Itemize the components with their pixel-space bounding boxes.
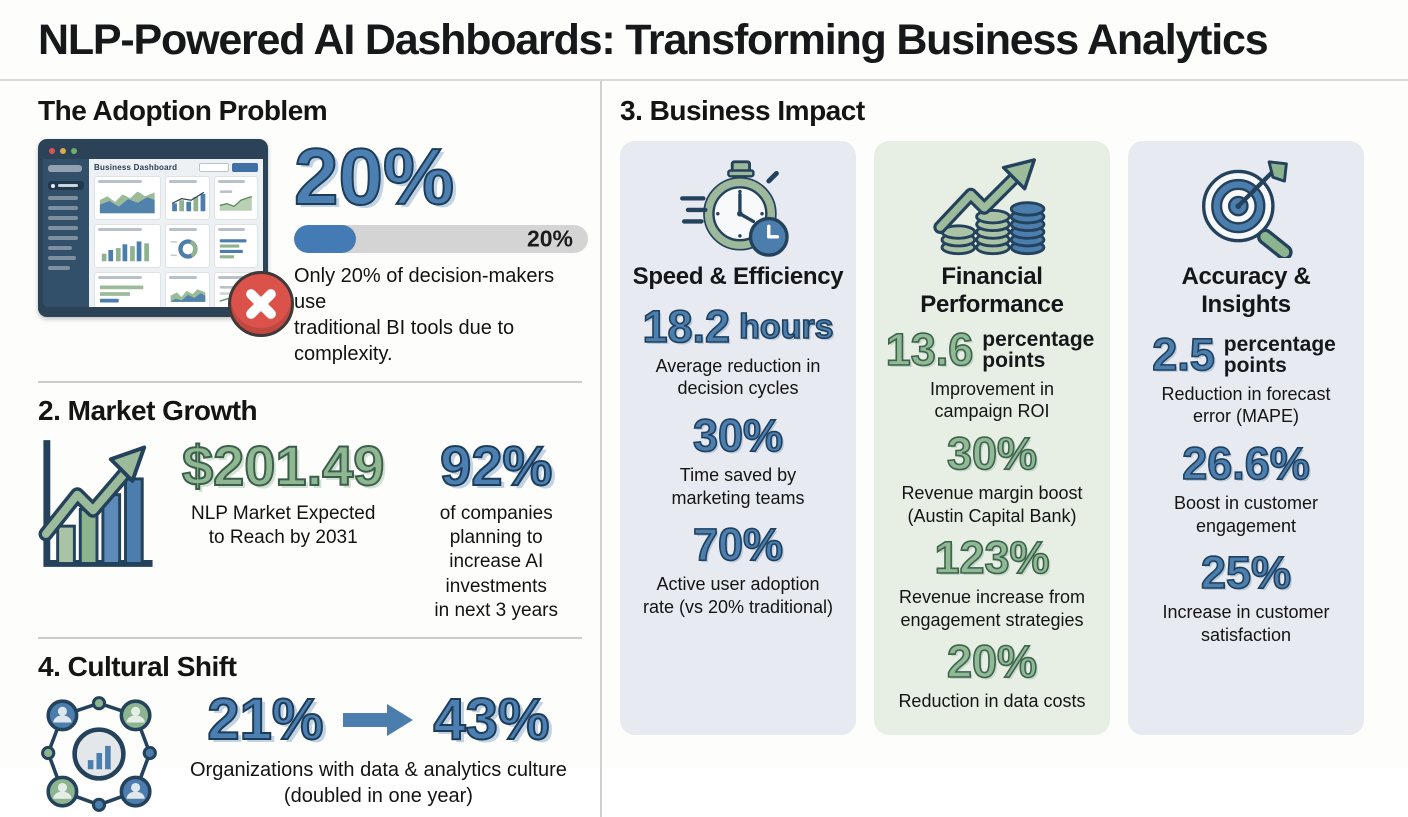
close-dot-icon — [49, 148, 55, 154]
market-label-1: NLP Market Expected to Reach by 2031 — [190, 502, 376, 549]
stat-revenue-increase: 123% Revenue increase from engagement st… — [898, 532, 1086, 630]
mockup-primary-button — [232, 163, 258, 172]
market-label-2: of companies planning to increase AI inv… — [434, 502, 558, 622]
coin-stack-small — [940, 224, 977, 256]
card-speed-efficiency: Speed & Efficiency 18.2 hours Average re… — [620, 141, 856, 735]
market-value-2: 92% — [439, 434, 553, 497]
growth-chart-icon — [38, 440, 153, 567]
card-title: Financial Performance — [920, 263, 1064, 318]
mockup-area-chart — [94, 176, 161, 220]
progress-label: 20% — [526, 225, 573, 252]
mockup-window-title: Business Dashboard — [94, 163, 178, 172]
window-traffic-lights — [43, 144, 263, 159]
stat-customer-satisfaction: 25% Increase in customer satisfaction — [1162, 547, 1330, 645]
adoption-heading: The Adoption Problem — [38, 95, 328, 126]
card-financial-performance: Financial Performance 13.6 percentage po… — [874, 141, 1110, 735]
cultural-heading: 4. Cultural Shift — [38, 651, 237, 683]
section-cultural-shift: 4. Cultural Shift — [38, 651, 582, 817]
mockup-hbar-list — [214, 224, 258, 268]
card-accuracy-insights: Accuracy & Insights 2.5 percentage point… — [1128, 141, 1364, 735]
person-node-top-right — [119, 699, 152, 732]
stat-customer-engagement: 26.6% Boost in customer engagement — [1173, 438, 1319, 536]
market-stat-1: $201.49 NLP Market Expected to Reach by … — [181, 434, 385, 550]
page-header: NLP-Powered AI Dashboards: Transforming … — [0, 0, 1408, 81]
cultural-caption: Organizations with data & analytics cult… — [190, 759, 567, 808]
mockup-logo — [48, 165, 82, 172]
page-title: NLP-Powered AI Dashboards: Transforming … — [38, 16, 1269, 64]
right-arrow-icon — [343, 704, 414, 737]
mockup-bar-line-chart — [164, 176, 211, 220]
mockup-nav-active — [48, 181, 84, 190]
person-node-bottom-left — [46, 775, 79, 808]
stat-data-costs: 20% Reduction in data costs — [898, 636, 1086, 712]
stat-adoption-rate: 70% Active user adoption rate (vs 20% tr… — [642, 519, 834, 617]
person-node-top-left — [46, 699, 79, 732]
stat-forecast-error: 2.5 percentage points Reduction in forec… — [1151, 329, 1336, 427]
coin-stack-medium — [975, 208, 1011, 256]
market-heading: 2. Market Growth — [38, 395, 258, 426]
progress-fill — [294, 225, 356, 253]
mockup-window: Business Dashboard — [38, 139, 268, 317]
adoption-caption: Only 20% of decision-makers use traditio… — [294, 265, 555, 365]
card-title: Speed & Efficiency — [632, 263, 844, 290]
section-market-growth: 2. Market Growth $201.49 NLP M — [38, 395, 582, 623]
stat-revenue-margin: 30% Revenue margin boost (Austin Capital… — [901, 428, 1083, 526]
person-node-bottom-right — [119, 775, 152, 808]
stat-campaign-roi: 13.6 percentage points Improvement in ca… — [885, 324, 1095, 422]
cultural-from-value: 21% — [206, 687, 324, 753]
cultural-to-value: 43% — [432, 687, 550, 753]
people-network-icon — [41, 696, 157, 813]
adoption-progress-bar: 20% — [294, 225, 588, 253]
error-x-icon — [228, 271, 294, 337]
left-column: The Adoption Problem — [0, 81, 600, 817]
mockup-grouped-bars — [94, 224, 161, 268]
maximize-dot-icon — [71, 148, 77, 154]
adoption-stat-20: 20% — [293, 132, 455, 221]
card-title: Accuracy & Insights — [1181, 263, 1311, 318]
minimize-dot-icon — [60, 148, 66, 154]
stopwatch-icon — [680, 160, 789, 257]
section-divider — [38, 381, 582, 383]
coins-growth-icon — [933, 158, 1046, 256]
mockup-green-hbars — [94, 272, 161, 307]
market-stat-2: 92% of companies planning to increase AI… — [410, 434, 582, 623]
market-value-1: $201.49 — [181, 434, 385, 497]
section-adoption-problem: The Adoption Problem — [38, 95, 588, 367]
stat-decision-cycles: 18.2 hours Average reduction in decision… — [642, 301, 835, 399]
mockup-donut-chart — [164, 224, 211, 268]
stat-time-saved: 30% Time saved by marketing teams — [671, 410, 805, 508]
target-arrow-icon — [1202, 160, 1293, 258]
mockup-sidebar — [43, 159, 89, 307]
dashboard-mockup: Business Dashboard — [38, 139, 294, 337]
business-impact-section: 3. Business Impact — [600, 81, 1408, 817]
mockup-ghost-button — [199, 163, 229, 172]
section-divider — [38, 637, 582, 640]
mockup-area-chart-2 — [164, 272, 211, 307]
coin-stack-tall — [1009, 201, 1046, 256]
mockup-spark-stat — [214, 176, 258, 220]
impact-heading: 3. Business Impact — [620, 95, 865, 126]
